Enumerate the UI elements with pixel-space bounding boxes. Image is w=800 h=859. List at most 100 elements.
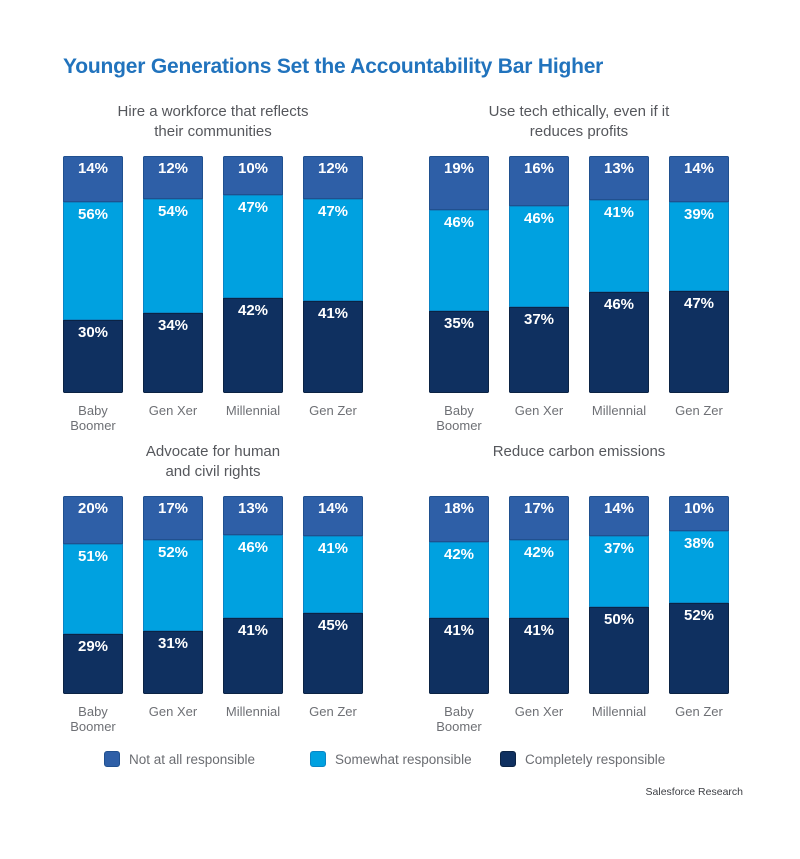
- bar-segment-somewhat: 54%: [143, 198, 203, 313]
- percent-label: 42%: [443, 545, 475, 563]
- bar: 12% 54% 34%: [143, 156, 203, 393]
- bar-segment-somewhat: 47%: [303, 198, 363, 301]
- percent-label: 41%: [237, 621, 269, 639]
- percent-label: 42%: [237, 302, 269, 320]
- percent-label: 14%: [683, 160, 715, 177]
- category-label: Gen Xer: [148, 403, 198, 418]
- category-label: Gen Zer: [309, 403, 357, 418]
- bar-segment-not_at_all: 20%: [63, 496, 123, 545]
- bar-segment-completely: 46%: [589, 292, 649, 393]
- bar-segment-somewhat: 38%: [669, 531, 729, 604]
- legend-swatch-somewhat-icon: [310, 751, 326, 767]
- percent-label: 41%: [523, 621, 555, 639]
- legend-label: Not at all responsible: [129, 751, 256, 767]
- percent-label: 56%: [77, 205, 109, 223]
- percent-label: 46%: [523, 209, 555, 227]
- bar-segment-somewhat: 41%: [303, 536, 363, 613]
- percent-label: 41%: [603, 204, 635, 222]
- category-label: Millennial: [225, 704, 281, 719]
- bar-segment-somewhat: 52%: [143, 540, 203, 632]
- bar-segment-completely: 31%: [143, 631, 203, 694]
- bar-segment-completely: 41%: [303, 300, 363, 393]
- bar-segment-not_at_all: 14%: [63, 156, 123, 202]
- percent-label: 41%: [443, 622, 475, 640]
- category-label: Baby Boomer: [70, 403, 116, 433]
- percent-label: 41%: [317, 304, 349, 322]
- percent-label: 37%: [523, 311, 555, 329]
- category-label: Gen Zer: [675, 403, 723, 418]
- category-label: Gen Xer: [148, 704, 198, 719]
- percent-label: 51%: [77, 548, 109, 566]
- chart-subtitle: Hire a workforce that reflects their com…: [117, 103, 309, 140]
- legend-swatch-not-at-all-icon: [104, 751, 120, 767]
- bar-segment-not_at_all: 17%: [509, 496, 569, 541]
- bar-segment-completely: 42%: [223, 298, 283, 393]
- bar-segment-somewhat: 39%: [669, 201, 729, 291]
- bar-segment-somewhat: 56%: [63, 201, 123, 320]
- percent-label: 19%: [443, 160, 475, 177]
- bars: 14% 56% 30% 12% 54% 34% 10% 47% 42% 12% 47% 41%: [63, 156, 363, 393]
- bar: 14% 41% 45%: [303, 496, 363, 694]
- category-label: Baby Boomer: [70, 704, 116, 734]
- bar-segment-not_at_all: 13%: [223, 496, 283, 536]
- percent-label: 47%: [237, 199, 269, 217]
- category-labels: Baby Boomer Gen Xer Millennial Gen Zer: [429, 704, 729, 734]
- bar-segment-somewhat: 46%: [509, 205, 569, 308]
- percent-label: 16%: [523, 160, 555, 177]
- bar-segment-somewhat: 41%: [589, 200, 649, 293]
- bar-segment-somewhat: 51%: [63, 544, 123, 634]
- chart-subtitle: Reduce carbon emissions: [492, 443, 666, 460]
- bar-segment-somewhat: 46%: [429, 210, 489, 312]
- bar-segment-not_at_all: 14%: [303, 496, 363, 537]
- bar: 10% 47% 42%: [223, 156, 283, 393]
- percent-label: 12%: [317, 160, 349, 177]
- percent-label: 13%: [237, 500, 269, 517]
- percent-label: 52%: [157, 544, 189, 562]
- bar-segment-not_at_all: 10%: [223, 156, 283, 196]
- bar-segment-completely: 35%: [429, 311, 489, 393]
- percent-label: 50%: [603, 610, 635, 628]
- bar-segment-somewhat: 46%: [223, 535, 283, 618]
- bars: 18% 42% 41% 17% 42% 41% 14% 37% 50% 10% 38% 52%: [429, 496, 729, 694]
- legend-label: Somewhat responsible: [335, 751, 472, 767]
- bar-segment-completely: 41%: [509, 617, 569, 694]
- page-title: Younger Generations Set the Accountabili…: [63, 55, 604, 78]
- percent-label: 46%: [237, 539, 269, 557]
- chart-reduce-carbon: Reduce carbon emissions 18% 42% 41% 17% 42% 4…: [429, 442, 729, 734]
- bar: 14% 37% 50%: [589, 496, 649, 694]
- bar: 10% 38% 52%: [669, 496, 729, 694]
- percent-label: 30%: [77, 323, 109, 341]
- bar-segment-somewhat: 42%: [509, 540, 569, 618]
- percent-label: 14%: [603, 500, 635, 517]
- percent-label: 41%: [317, 540, 349, 558]
- bar: 14% 39% 47%: [669, 156, 729, 393]
- bar-segment-not_at_all: 14%: [589, 496, 649, 537]
- bar: 19% 46% 35%: [429, 156, 489, 393]
- category-label: Gen Xer: [514, 704, 564, 719]
- percent-label: 17%: [523, 500, 555, 517]
- legend: Not at all responsible Somewhat responsi…: [104, 751, 764, 771]
- category-label: Millennial: [591, 704, 647, 719]
- category-label: Gen Zer: [675, 704, 723, 719]
- chart-use-tech-ethically: Use tech ethically, even if it reduces p…: [429, 102, 729, 433]
- chart-advocate-rights: Advocate for human and civil rights 20% 5…: [63, 442, 363, 734]
- bar-segment-not_at_all: 12%: [303, 156, 363, 199]
- percent-label: 29%: [77, 637, 109, 655]
- bar-segment-not_at_all: 10%: [669, 496, 729, 532]
- bar: 12% 47% 41%: [303, 156, 363, 393]
- percent-label: 14%: [317, 500, 349, 517]
- percent-label: 12%: [157, 160, 189, 177]
- bar-segment-completely: 29%: [63, 633, 123, 694]
- bar-segment-completely: 30%: [63, 319, 123, 393]
- percent-label: 42%: [523, 544, 555, 562]
- bar-segment-not_at_all: 19%: [429, 156, 489, 211]
- percent-label: 14%: [77, 160, 109, 177]
- bar-segment-completely: 52%: [669, 603, 729, 694]
- bar-segment-completely: 37%: [509, 307, 569, 393]
- bar: 17% 52% 31%: [143, 496, 203, 694]
- percent-label: 18%: [443, 500, 475, 517]
- category-label: Millennial: [225, 403, 281, 418]
- percent-label: 20%: [77, 500, 109, 517]
- bar: 13% 46% 41%: [223, 496, 283, 694]
